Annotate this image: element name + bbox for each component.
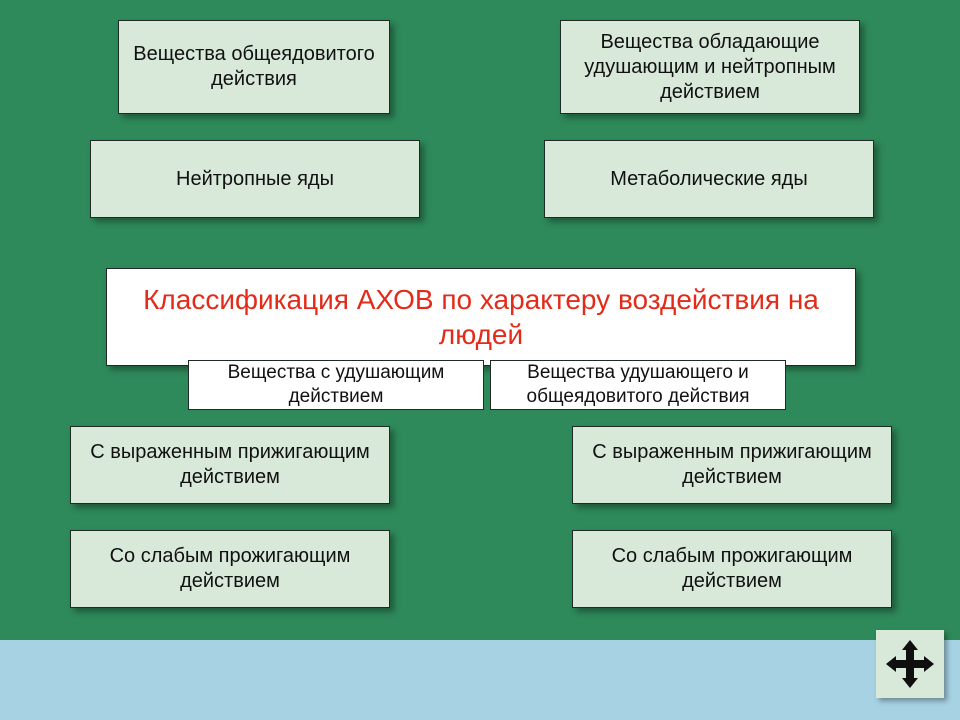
detail-box-bl1: С выраженным прижигающим действием xyxy=(70,426,390,504)
category-box-mid-right: Метаболические яды xyxy=(544,140,874,218)
category-box-top-right: Вещества обладающие удушающим и нейтропн… xyxy=(560,20,860,114)
category-box-mid-right-label: Метаболические яды xyxy=(610,167,807,192)
category-box-top-left-label: Вещества общеядовитого действия xyxy=(129,42,379,92)
move-icon-button[interactable] xyxy=(876,630,944,698)
category-box-top-left: Вещества общеядовитого действия xyxy=(118,20,390,114)
detail-box-br2: Со слабым прожигающим действием xyxy=(572,530,892,608)
subheader-box-subh-right: Вещества удушающего и общеядовитого дейс… xyxy=(490,360,786,410)
category-box-top-right-label: Вещества обладающие удушающим и нейтропн… xyxy=(571,30,849,105)
detail-box-br1-label: С выраженным прижигающим действием xyxy=(583,440,881,490)
arrows-move-icon xyxy=(886,640,934,688)
detail-box-br2-label: Со слабым прожигающим действием xyxy=(583,544,881,594)
footer-strip xyxy=(0,640,960,720)
subheader-box-subh-right-label: Вещества удушающего и общеядовитого дейс… xyxy=(501,361,775,409)
category-box-mid-left: Нейтропные яды xyxy=(90,140,420,218)
detail-box-bl2: Со слабым прожигающим действием xyxy=(70,530,390,608)
detail-box-br1: С выраженным прижигающим действием xyxy=(572,426,892,504)
subheader-box-subh-left: Вещества с удушающим действием xyxy=(188,360,484,410)
detail-box-bl2-label: Со слабым прожигающим действием xyxy=(81,544,379,594)
subheader-box-subh-left-label: Вещества с удушающим действием xyxy=(199,361,473,409)
category-box-mid-left-label: Нейтропные яды xyxy=(176,167,334,192)
detail-box-bl1-label: С выраженным прижигающим действием xyxy=(81,440,379,490)
title-box: Классификация АХОВ по характеру воздейст… xyxy=(106,268,856,366)
title-text: Классификация АХОВ по характеру воздейст… xyxy=(117,282,845,352)
